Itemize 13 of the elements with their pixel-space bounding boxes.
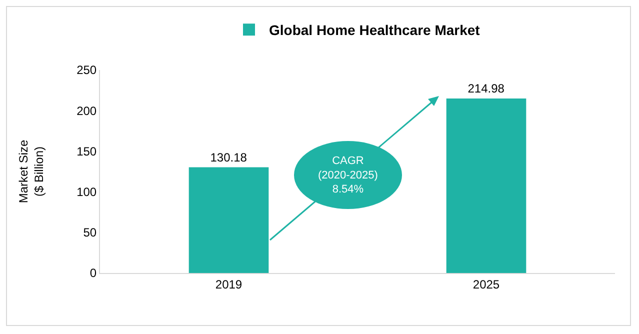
data-label: 214.98 xyxy=(468,81,505,96)
x-tick-label: 2019 xyxy=(215,277,242,292)
data-label: 130.18 xyxy=(210,150,248,164)
y-tick-label: 200 xyxy=(76,104,97,118)
legend-label: Global Home Healthcare Market xyxy=(269,22,480,38)
x-tick-label: 2025 xyxy=(472,277,500,292)
y-tick-label: 100 xyxy=(76,185,97,199)
y-tick-label: 150 xyxy=(76,144,97,158)
y-tick-label: 250 xyxy=(76,63,97,78)
y-tick-label: 0 xyxy=(90,266,97,280)
y-tick-label: 50 xyxy=(83,226,97,240)
y-axis-title: Market Size ($ Billion) xyxy=(16,140,46,204)
annotation: CAGR (2020-2025) 8.54% xyxy=(318,155,378,196)
